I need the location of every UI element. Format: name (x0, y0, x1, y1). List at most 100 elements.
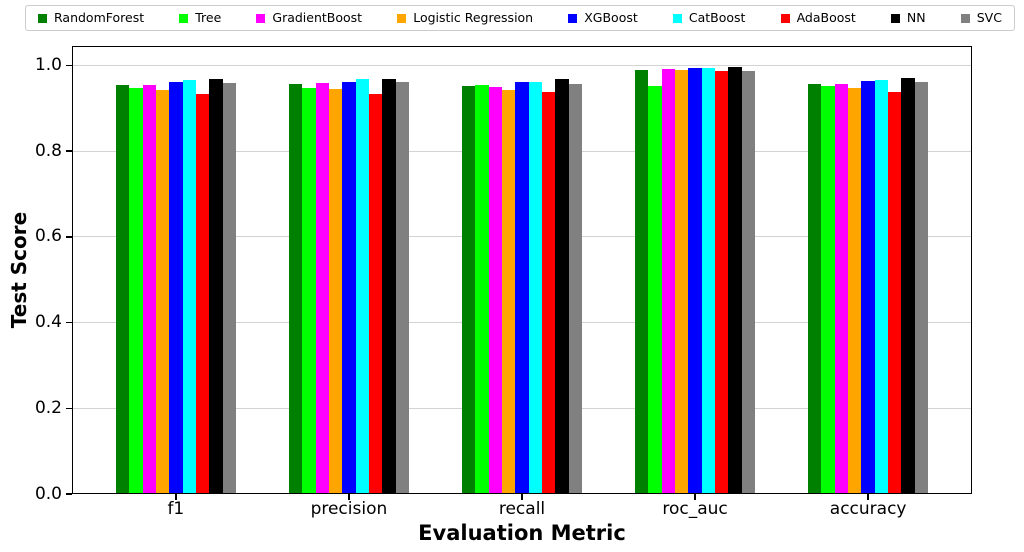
legend-item: CatBoost (672, 9, 746, 25)
bar-xgboost-accuracy (861, 81, 875, 494)
y-axis-title: Test Score (7, 211, 31, 329)
bar-catboost-roc_auc (701, 67, 716, 494)
y-tick-label: 0.4 (34, 312, 62, 333)
y-tick-label: 0.0 (34, 483, 62, 504)
bar-adaboost-recall (542, 91, 556, 494)
bar-nn-precision (382, 79, 396, 494)
x-tick-label: accuracy (829, 499, 907, 519)
x-tick-label: precision (310, 499, 388, 519)
legend-label: SVC (976, 9, 1002, 25)
chart-legend: RandomForest Tree GradientBoost Logistic Re… (25, 5, 1015, 31)
legend-label: Logistic Regression (413, 9, 534, 25)
bar-logistic-regression-f1 (155, 89, 170, 494)
x-tick-label: recall (498, 499, 546, 519)
bar-randomforest-roc_auc (635, 69, 649, 494)
bar-logistic-regression-recall (502, 90, 516, 494)
y-tick-label: 1.0 (34, 54, 62, 75)
bar-xgboost-roc_auc (688, 68, 702, 494)
x-tick-label: roc_auc (662, 499, 728, 519)
bar-svc-roc_auc (741, 70, 756, 494)
legend-label: XGBoost (584, 9, 638, 25)
bar-xgboost-precision (342, 81, 356, 494)
bar-catboost-accuracy (874, 79, 889, 494)
bar-svc-precision (395, 81, 409, 494)
legend-item: Tree (179, 9, 222, 25)
bar-tree-precision (302, 88, 316, 494)
bar-gradientboost-accuracy (834, 84, 849, 494)
bar-tree-accuracy (821, 86, 835, 494)
legend-item: SVC (960, 9, 1002, 25)
bar-svc-f1 (222, 82, 236, 494)
bar-svc-accuracy (914, 82, 929, 494)
bar-randomforest-accuracy (808, 83, 822, 494)
y-tick-label: 0.6 (34, 226, 62, 247)
bar-gradientboost-precision (315, 82, 329, 494)
legend-swatch-icon (568, 13, 578, 23)
bar-catboost-precision (355, 79, 369, 494)
bar-randomforest-precision (288, 83, 303, 494)
legend-swatch-icon (397, 13, 407, 23)
legend-swatch-icon (890, 13, 900, 23)
y-tick-mark (66, 64, 72, 67)
bar-xgboost-recall (515, 81, 529, 494)
bar-catboost-f1 (182, 80, 196, 494)
bar-logistic-regression-accuracy (848, 88, 862, 494)
x-axis-title: Evaluation Metric (418, 521, 626, 545)
x-tick-mark (348, 494, 350, 500)
bar-nn-roc_auc (728, 66, 742, 494)
bar-adaboost-accuracy (888, 91, 902, 494)
y-tick-mark (66, 236, 72, 238)
bar-svc-recall (568, 84, 582, 494)
bar-catboost-recall (528, 82, 542, 494)
legend-label: Tree (195, 9, 222, 25)
bar-logistic-regression-precision (328, 88, 343, 494)
legend-item: NN (890, 9, 926, 25)
bar-nn-f1 (209, 78, 223, 494)
y-tick-label: 0.8 (34, 140, 62, 161)
bar-gradientboost-recall (488, 86, 502, 494)
bar-tree-roc_auc (648, 85, 662, 494)
plot-area (72, 46, 972, 494)
legend-swatch-icon (960, 13, 970, 23)
legend-swatch-icon (179, 13, 189, 23)
legend-swatch-icon (38, 13, 47, 23)
x-tick-mark (521, 494, 523, 500)
y-tick-mark (66, 150, 72, 152)
legend-item: RandomForest (38, 9, 145, 25)
legend-item: Logistic Regression (397, 9, 534, 25)
legend-swatch-icon (672, 13, 682, 23)
bar-adaboost-roc_auc (715, 71, 729, 494)
x-tick-mark (175, 494, 177, 500)
legend-label: NN (906, 9, 926, 25)
bar-tree-recall (475, 85, 489, 494)
x-tick-mark (694, 494, 696, 500)
bar-adaboost-precision (368, 94, 383, 494)
legend-item: XGBoost (568, 9, 638, 25)
bar-adaboost-f1 (195, 93, 210, 494)
bar-randomforest-f1 (115, 84, 130, 494)
legend-label: RandomForest (54, 9, 145, 25)
legend-item: GradientBoost (256, 9, 363, 25)
legend-swatch-icon (780, 13, 790, 23)
bar-randomforest-recall (462, 86, 476, 494)
legend-swatch-icon (256, 13, 266, 23)
x-tick-label: f1 (167, 499, 185, 519)
bar-tree-f1 (129, 87, 143, 494)
x-tick-mark (867, 494, 869, 500)
bar-gradientboost-f1 (142, 84, 156, 494)
y-tick-mark (66, 321, 72, 324)
bar-gradientboost-roc_auc (661, 69, 676, 494)
y-tick-mark (66, 493, 72, 495)
bar-nn-accuracy (901, 78, 915, 494)
bar-nn-recall (555, 78, 569, 494)
y-tick-mark (66, 407, 72, 409)
bar-xgboost-f1 (169, 81, 183, 494)
bar-logistic-regression-roc_auc (675, 70, 689, 494)
gridline (72, 64, 972, 66)
legend-label: AdaBoost (796, 9, 856, 25)
legend-label: CatBoost (688, 9, 746, 25)
y-tick-label: 0.2 (34, 397, 62, 418)
legend-item: AdaBoost (780, 9, 856, 25)
legend-label: GradientBoost (272, 9, 363, 25)
